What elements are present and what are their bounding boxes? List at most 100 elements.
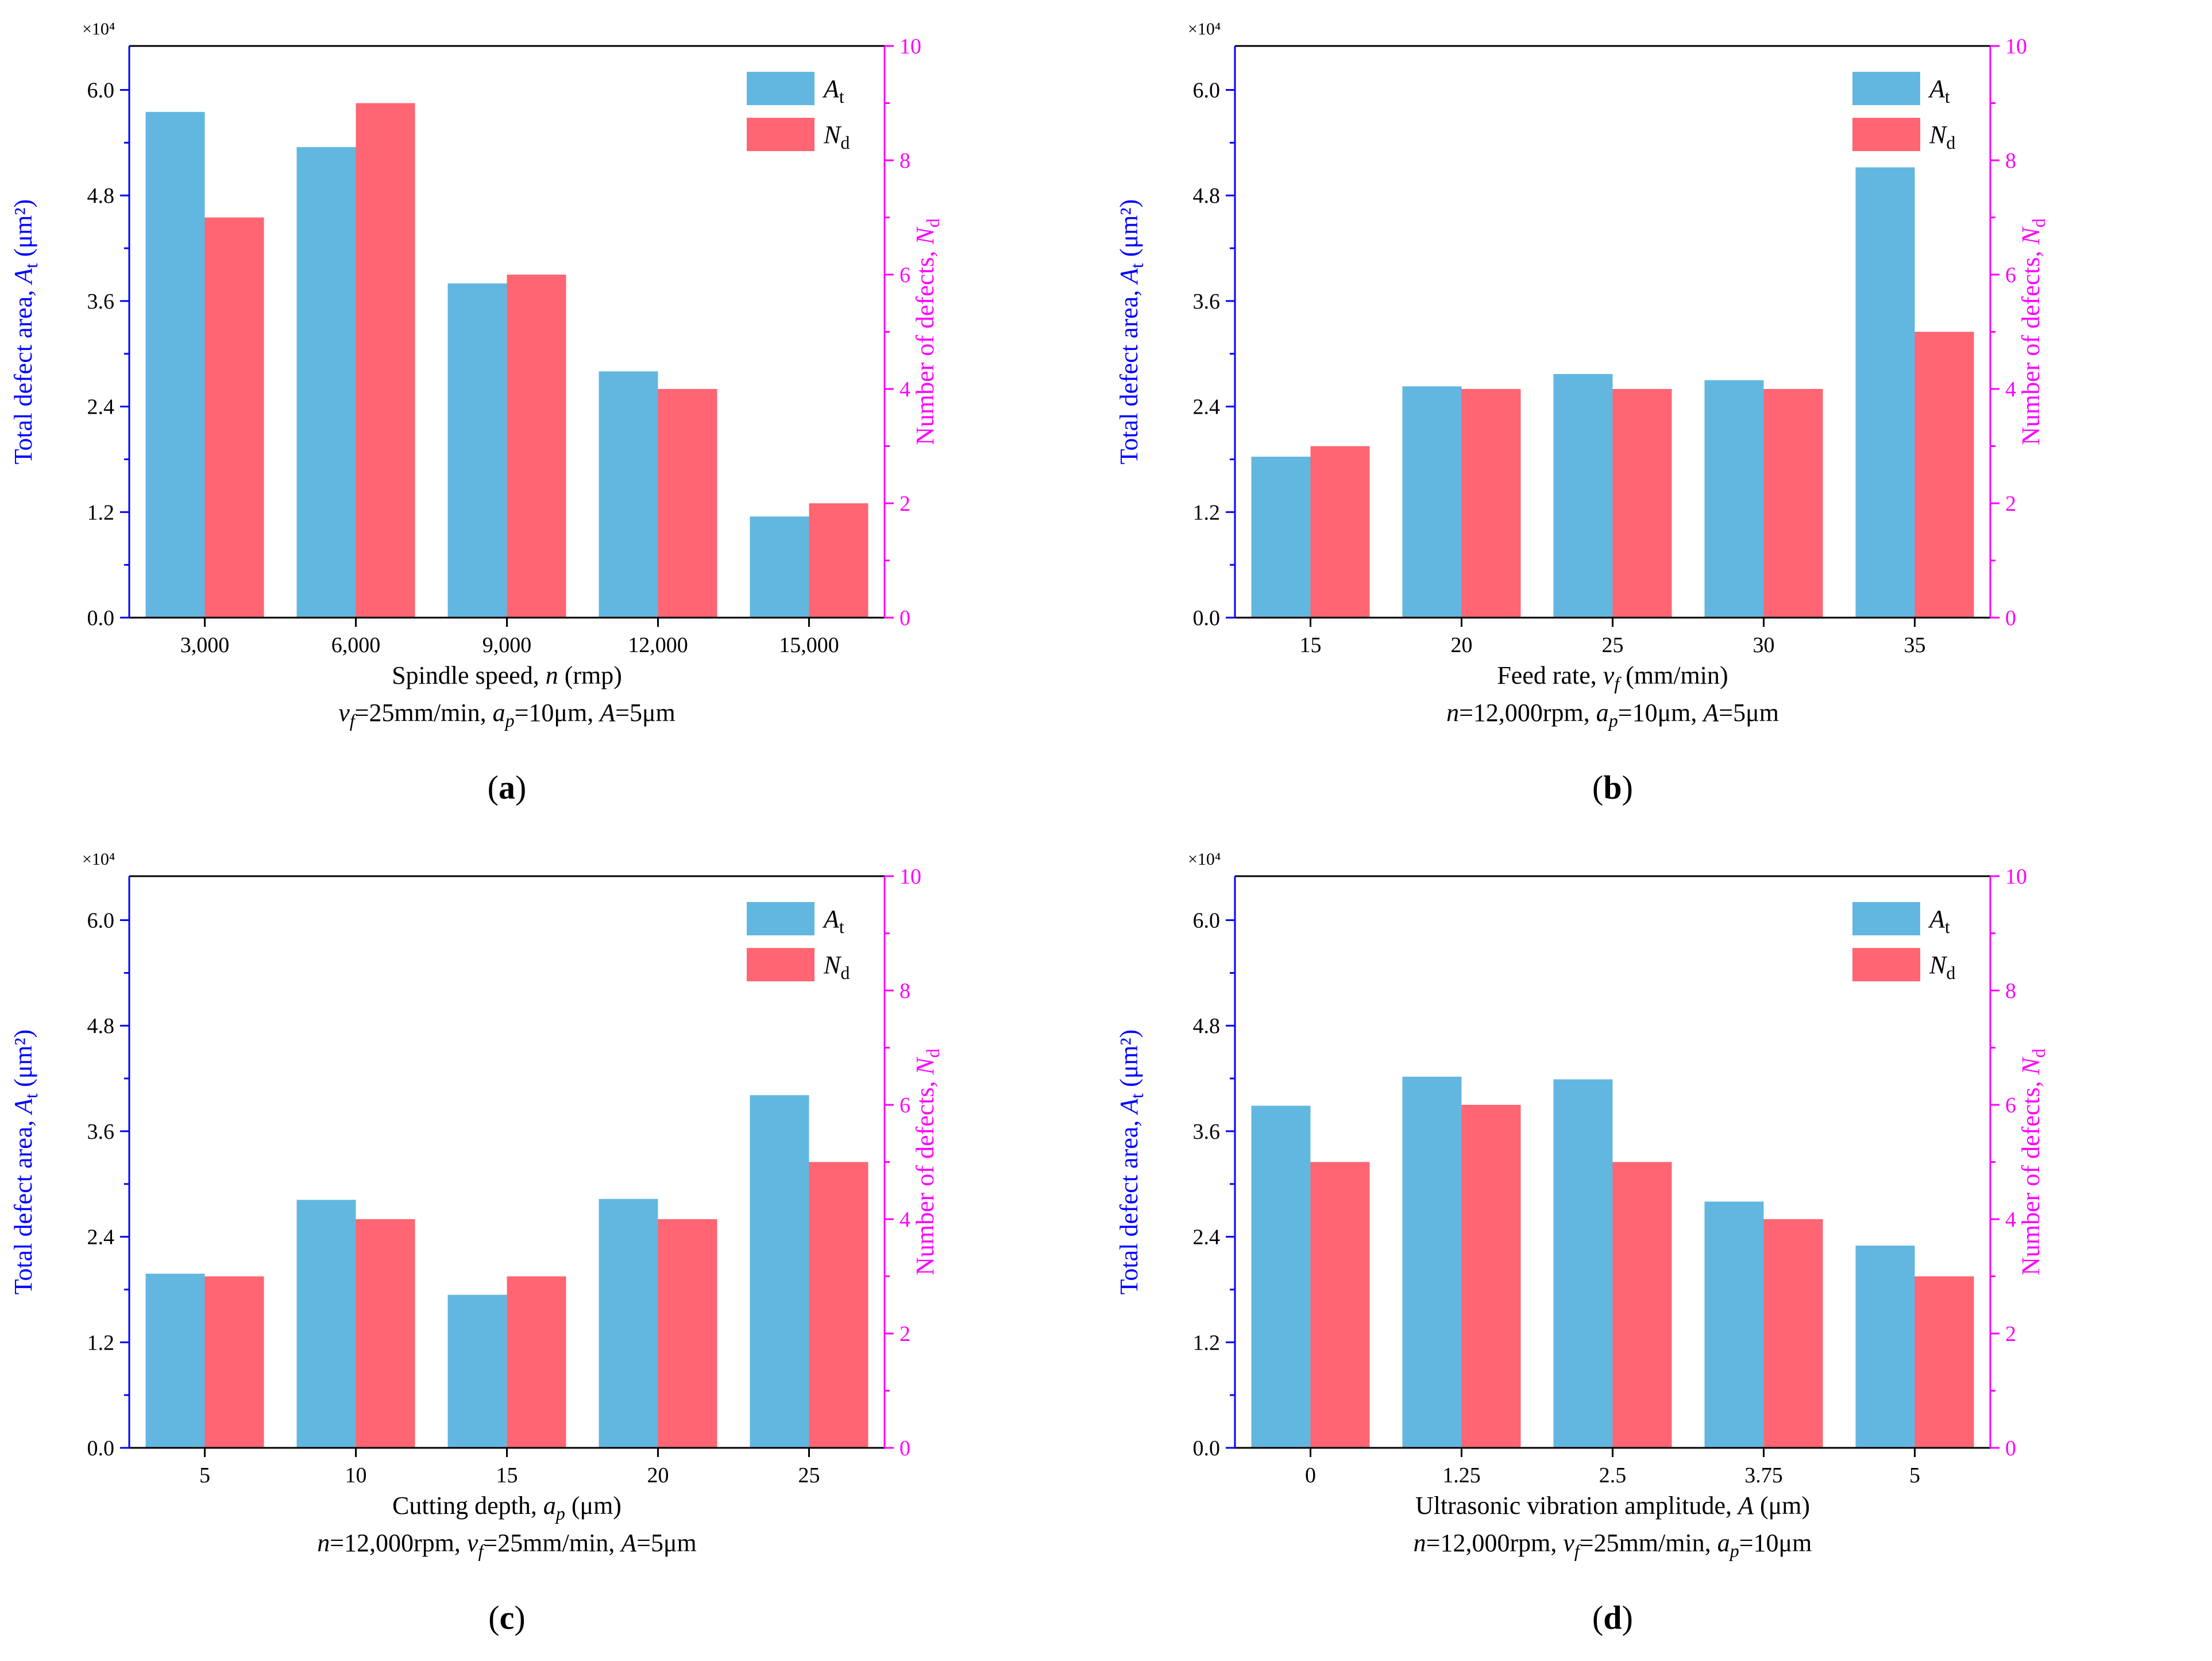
- left-tick-label: 1.2: [87, 500, 115, 525]
- bar-nd-2: [1612, 1162, 1672, 1448]
- panel-label: (c): [488, 1599, 525, 1636]
- x-tick-label: 25: [798, 1463, 820, 1487]
- legend-swatch-at: [1852, 72, 1920, 105]
- right-axis-label: Number of defects, Nd: [911, 1049, 943, 1275]
- bar-at-0: [145, 111, 205, 618]
- bar-nd-3: [1763, 389, 1823, 618]
- right-tick-label: 6: [900, 263, 910, 287]
- chart-svg: 0.0 1.2 2.4 3.6 4.8 6.0 ×10⁴ 0 2 4 6 8 10 15 20 25 30 35 T…: [1115, 20, 2049, 806]
- left-tick-label: 0.0: [1193, 606, 1221, 630]
- x-tick-label: 12,000: [628, 633, 688, 657]
- x-tick-label: 15,000: [779, 633, 839, 657]
- left-tick-label: 4.8: [87, 184, 115, 208]
- left-tick-label: 3.6: [87, 1120, 115, 1144]
- left-tick-label: 2.4: [1193, 395, 1221, 419]
- x-tick-label: 25: [1602, 633, 1624, 657]
- x-tick-label: 2.5: [1599, 1463, 1627, 1487]
- bar-nd-4: [1914, 1276, 1974, 1448]
- x-tick-label: 30: [1753, 633, 1775, 657]
- right-tick-label: 10: [900, 865, 921, 889]
- left-tick-label: 0.0: [1193, 1436, 1221, 1460]
- x-tick-label: 9,000: [482, 633, 532, 657]
- right-tick-label: 4: [2005, 377, 2016, 402]
- right-tick-label: 2: [2005, 1322, 2016, 1346]
- left-axis-multiplier: ×10⁴: [1188, 20, 1221, 38]
- right-axis-label: Number of defects, Nd: [2017, 1049, 2049, 1275]
- condition-text: n=12,000rpm, vf=25mm/min, ap=10μm: [1414, 1529, 1812, 1561]
- right-tick-label: 0: [2005, 606, 2016, 630]
- left-axis-label: Total defect area, At (μm²): [9, 1030, 41, 1295]
- chart-panel-a: 0.0 1.2 2.4 3.6 4.8 6.0 ×10⁴ 0 2 4 6 8 10 3,000 6,000 9…: [0, 0, 1106, 830]
- right-tick-label: 8: [900, 979, 910, 1003]
- condition-text: vf=25mm/min, ap=10μm, A=5μm: [338, 699, 675, 731]
- panel-label: (a): [488, 769, 527, 806]
- legend-label-nd: Nd: [823, 951, 850, 983]
- legend-label-at: At: [1928, 75, 1950, 107]
- left-tick-label: 3.6: [87, 290, 115, 314]
- right-tick-label: 6: [900, 1093, 910, 1117]
- bar-nd-4: [809, 503, 868, 618]
- bar-at-0: [1251, 1105, 1311, 1448]
- legend-swatch-nd: [1852, 948, 1920, 981]
- x-axis-label: Feed rate, vf (mm/min): [1497, 661, 1728, 693]
- bar-at-4: [1855, 1245, 1915, 1448]
- left-axis-multiplier: ×10⁴: [82, 850, 115, 869]
- chart-svg: 0.0 1.2 2.4 3.6 4.8 6.0 ×10⁴ 0 2 4 6 8 10 0 1.25 2.5 3.7…: [1115, 850, 2049, 1636]
- legend-swatch-nd: [747, 948, 814, 981]
- bar-at-2: [1553, 373, 1613, 618]
- x-tick-label: 15: [496, 1463, 518, 1487]
- bar-at-4: [750, 516, 809, 618]
- panel-label: (d): [1592, 1599, 1633, 1636]
- left-tick-label: 4.8: [1193, 184, 1221, 208]
- bar-at-4: [1855, 167, 1915, 618]
- bar-nd-0: [204, 217, 264, 618]
- right-tick-label: 8: [900, 149, 910, 173]
- x-tick-label: 5: [1909, 1463, 1920, 1487]
- right-tick-label: 8: [2005, 149, 2016, 173]
- chart-svg: 0.0 1.2 2.4 3.6 4.8 6.0 ×10⁴ 0 2 4 6 8 10 3,000 6,000 9…: [9, 20, 943, 806]
- right-axis-label: Number of defects, Nd: [2017, 218, 2049, 445]
- right-tick-label: 6: [2005, 1093, 2016, 1117]
- left-axis-label: Total defect area, At (μm²): [1115, 1030, 1147, 1295]
- bar-at-2: [447, 283, 507, 618]
- left-axis-multiplier: ×10⁴: [1188, 850, 1221, 869]
- chart-panel-b: 0.0 1.2 2.4 3.6 4.8 6.0 ×10⁴ 0 2 4 6 8 10 15 20 25 30 35 T…: [1106, 0, 2211, 830]
- left-tick-label: 6.0: [1193, 79, 1221, 103]
- panel-label: (b): [1592, 769, 1633, 806]
- legend-swatch-nd: [747, 118, 814, 151]
- right-tick-label: 4: [900, 377, 910, 402]
- bar-at-2: [1553, 1079, 1613, 1448]
- bar-at-0: [145, 1273, 205, 1448]
- bar-at-1: [1402, 386, 1462, 618]
- left-tick-label: 2.4: [1193, 1225, 1221, 1250]
- legend-swatch-at: [747, 902, 814, 935]
- right-tick-label: 2: [900, 1322, 910, 1346]
- legend-label-at: At: [822, 75, 844, 107]
- bar-at-1: [296, 1200, 356, 1448]
- bar-at-1: [1402, 1077, 1462, 1448]
- chart-svg: 0.0 1.2 2.4 3.6 4.8 6.0 ×10⁴ 0 2 4 6 8 10 5 10 15 20 25 To…: [9, 850, 943, 1636]
- x-tick-label: 3,000: [180, 633, 230, 657]
- bar-at-0: [1251, 456, 1311, 618]
- left-tick-label: 6.0: [1193, 909, 1221, 933]
- right-tick-label: 8: [2005, 979, 2016, 1003]
- x-axis-label: Cutting depth, ap (μm): [392, 1492, 621, 1524]
- legend-label-nd: Nd: [1929, 951, 1955, 983]
- x-tick-label: 0: [1305, 1463, 1316, 1487]
- x-tick-label: 3.75: [1744, 1463, 1783, 1487]
- left-tick-label: 3.6: [1193, 1120, 1221, 1144]
- right-tick-label: 4: [900, 1208, 910, 1232]
- right-tick-label: 10: [900, 34, 921, 59]
- x-tick-label: 20: [647, 1463, 669, 1487]
- right-tick-label: 0: [900, 606, 910, 630]
- legend-label-nd: Nd: [823, 121, 850, 153]
- legend-label-at: At: [1928, 905, 1950, 937]
- legend-swatch-at: [747, 72, 814, 105]
- left-axis-multiplier: ×10⁴: [82, 20, 115, 38]
- left-tick-label: 2.4: [87, 395, 115, 419]
- legend-swatch-nd: [1852, 118, 1920, 151]
- bar-nd-1: [356, 103, 415, 618]
- left-axis-label: Total defect area, At (μm²): [1115, 199, 1147, 465]
- left-tick-label: 4.8: [1193, 1014, 1221, 1038]
- bar-at-1: [296, 147, 356, 618]
